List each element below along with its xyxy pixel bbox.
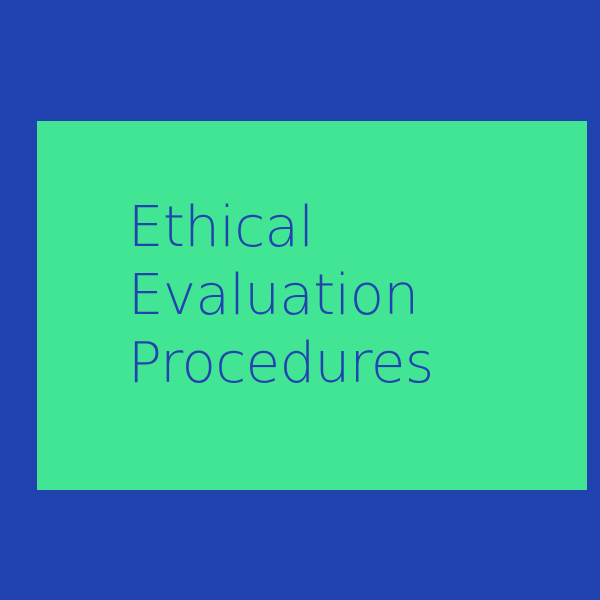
title-line-2: Evaluation — [128, 263, 419, 328]
title-panel — [37, 121, 587, 490]
title-line-3: Procedures — [128, 331, 434, 396]
title-line-1: Ethical — [128, 195, 314, 260]
page-title: Ethical Evaluation Procedures — [128, 194, 434, 398]
